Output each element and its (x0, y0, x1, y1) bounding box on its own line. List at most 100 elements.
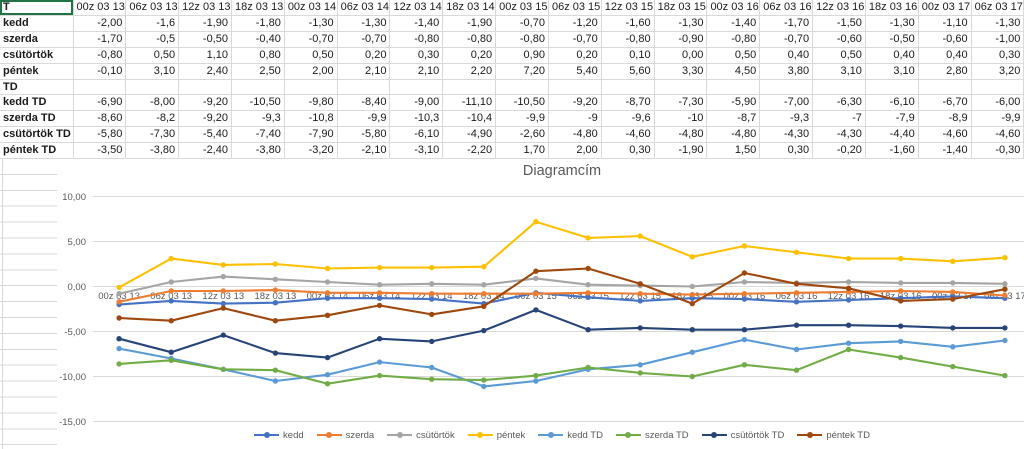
value-cell[interactable]: -8,70 (601, 94, 655, 112)
value-cell[interactable]: 0,30 (389, 47, 444, 64)
column-header-cell[interactable]: 18z 03 13 (231, 0, 285, 16)
value-cell[interactable]: -1,90 (654, 142, 708, 160)
value-cell[interactable]: -1,10 (918, 15, 972, 32)
column-header-cell[interactable]: 00z 03 17 (918, 0, 972, 16)
value-cell[interactable]: -9,20 (178, 110, 232, 128)
value-cell[interactable]: 3,10 (812, 63, 866, 80)
value-cell[interactable] (918, 79, 972, 96)
value-cell[interactable]: -9,9 (971, 110, 1024, 128)
value-cell[interactable]: 0,50 (125, 47, 180, 64)
value-cell[interactable]: -10,50 (495, 94, 549, 112)
column-header-cell[interactable]: 12z 03 16 (812, 0, 866, 16)
value-cell[interactable]: 0,30 (601, 142, 655, 160)
value-cell[interactable]: -3,20 (284, 142, 338, 160)
value-cell[interactable]: -0,50 (178, 31, 232, 48)
value-cell[interactable]: -4,60 (918, 126, 972, 144)
column-header-cell[interactable]: 18z 03 16 (865, 0, 919, 16)
row-label-cell[interactable]: csütörtök TD (0, 126, 74, 144)
value-cell[interactable]: -8,9 (918, 110, 972, 128)
value-cell[interactable]: 0,20 (337, 47, 391, 64)
value-cell[interactable]: -8,7 (706, 110, 761, 128)
column-header-cell[interactable]: 18z 03 14 (442, 0, 497, 16)
value-cell[interactable] (971, 79, 1024, 96)
value-cell[interactable]: -7 (812, 110, 866, 128)
value-cell[interactable] (654, 79, 708, 96)
value-cell[interactable]: -10,50 (231, 94, 285, 112)
value-cell[interactable]: -9,3 (759, 110, 814, 128)
value-cell[interactable]: -0,10 (73, 63, 127, 80)
value-cell[interactable]: 0,30 (759, 142, 814, 160)
value-cell[interactable]: -1,00 (971, 31, 1024, 48)
value-cell[interactable]: -5,40 (178, 126, 232, 144)
value-cell[interactable]: -10 (654, 110, 708, 128)
value-cell[interactable]: -1,40 (706, 15, 761, 32)
row-label-cell[interactable]: szerda (0, 31, 74, 48)
value-cell[interactable]: -10,3 (389, 110, 444, 128)
row-label-cell[interactable]: péntek TD (0, 142, 74, 160)
column-header-cell[interactable]: 06z 03 14 (337, 0, 391, 16)
value-cell[interactable]: -7,00 (759, 94, 814, 112)
value-cell[interactable] (601, 79, 655, 96)
value-cell[interactable]: 2,00 (284, 63, 338, 80)
value-cell[interactable]: -3,50 (73, 142, 127, 160)
value-cell[interactable]: -4,60 (601, 126, 655, 144)
row-label-cell[interactable]: péntek (0, 63, 74, 80)
value-cell[interactable]: 0,50 (706, 47, 761, 64)
value-cell[interactable]: -1,30 (284, 15, 338, 32)
value-cell[interactable]: -0,5 (125, 31, 180, 48)
value-cell[interactable]: -1,30 (971, 15, 1024, 32)
value-cell[interactable]: 1,70 (495, 142, 549, 160)
legend-item-szerda[interactable]: szerda (316, 430, 374, 441)
value-cell[interactable] (337, 79, 391, 96)
column-header-cell[interactable]: 00z 03 13 (73, 0, 127, 16)
value-cell[interactable]: -1,60 (601, 15, 655, 32)
value-cell[interactable]: -3,80 (125, 142, 180, 160)
value-cell[interactable]: -10,4 (442, 110, 497, 128)
value-cell[interactable]: -7,40 (231, 126, 285, 144)
value-cell[interactable]: -1,90 (442, 15, 497, 32)
value-cell[interactable] (706, 79, 761, 96)
value-cell[interactable]: 0,80 (231, 47, 285, 64)
legend-item-kedd-TD[interactable]: kedd TD (538, 430, 603, 441)
row-label-cell[interactable]: kedd TD (0, 94, 74, 112)
value-cell[interactable] (759, 79, 814, 96)
value-cell[interactable]: -6,10 (389, 126, 444, 144)
value-cell[interactable]: -2,20 (442, 142, 497, 160)
value-cell[interactable]: 2,10 (337, 63, 391, 80)
column-header-cell[interactable]: 00z 03 14 (284, 0, 338, 16)
chart-object[interactable]: Diagramcím 10,00 5,00 0,00 -5,00 -10,00 -15,0… (57, 161, 1024, 449)
value-cell[interactable]: 2,40 (178, 63, 232, 80)
value-cell[interactable]: -5,90 (706, 94, 761, 112)
value-cell[interactable]: -1,6 (125, 15, 180, 32)
value-cell[interactable]: -0,60 (918, 31, 972, 48)
value-cell[interactable]: 2,00 (548, 142, 602, 160)
value-cell[interactable]: -1,40 (389, 15, 444, 32)
column-header-cell[interactable]: 12z 03 15 (601, 0, 655, 16)
value-cell[interactable]: -2,10 (337, 142, 391, 160)
value-cell[interactable]: -9,20 (178, 94, 232, 112)
value-cell[interactable]: -4,60 (971, 126, 1024, 144)
value-cell[interactable]: -4,80 (654, 126, 708, 144)
value-cell[interactable]: 0,20 (548, 47, 602, 64)
value-cell[interactable]: 3,10 (125, 63, 180, 80)
value-cell[interactable]: -6,00 (971, 94, 1024, 112)
value-cell[interactable]: -6,30 (812, 94, 866, 112)
value-cell[interactable]: -0,80 (389, 31, 444, 48)
value-cell[interactable]: -7,9 (865, 110, 919, 128)
value-cell[interactable] (284, 79, 338, 96)
value-cell[interactable]: -6,90 (73, 94, 127, 112)
value-cell[interactable] (178, 79, 232, 96)
value-cell[interactable]: -8,60 (73, 110, 127, 128)
value-cell[interactable]: -1,40 (918, 142, 972, 160)
value-cell[interactable]: -9,80 (284, 94, 338, 112)
value-cell[interactable]: 0,50 (812, 47, 866, 64)
column-header-cell[interactable]: 06z 03 13 (125, 0, 180, 16)
value-cell[interactable]: 2,10 (389, 63, 444, 80)
value-cell[interactable]: -9,9 (337, 110, 391, 128)
value-cell[interactable]: 0,40 (759, 47, 814, 64)
value-cell[interactable] (73, 79, 127, 96)
value-cell[interactable]: -1,90 (178, 15, 232, 32)
value-cell[interactable]: -2,40 (178, 142, 232, 160)
value-cell[interactable]: -6,10 (865, 94, 919, 112)
value-cell[interactable]: 5,40 (548, 63, 602, 80)
